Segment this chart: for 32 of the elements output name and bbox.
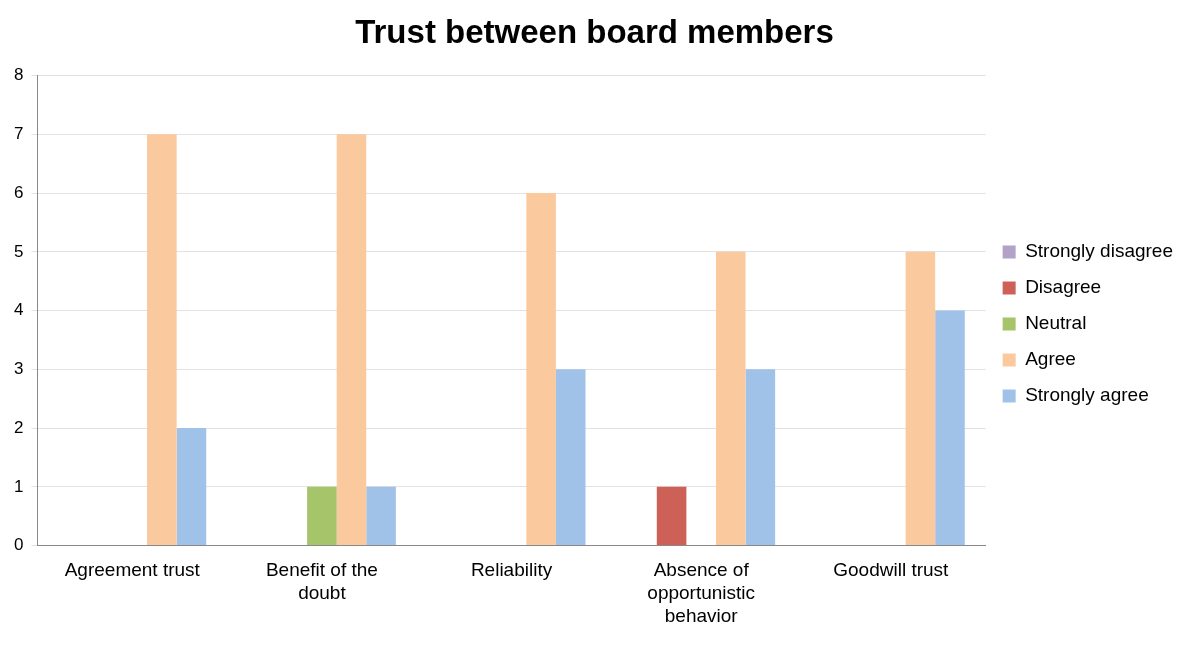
bar	[555, 369, 586, 546]
chart-title: Trust between board members	[355, 12, 834, 50]
bar	[176, 428, 207, 546]
x-tick-label: Absence of opportunistic behavior	[647, 559, 756, 626]
y-tick-label: 8	[13, 65, 24, 85]
bar	[715, 251, 746, 546]
bar	[366, 486, 396, 546]
y-tick-label: 1	[13, 476, 24, 496]
bar	[147, 134, 177, 546]
legend-label: Strongly disagree	[1025, 240, 1174, 262]
y-tick-label: 6	[13, 182, 24, 202]
bar	[526, 193, 556, 546]
x-tick-label: Goodwill trust	[833, 559, 950, 581]
bar	[656, 486, 687, 546]
x-tick-label: Agreement trust	[64, 559, 201, 581]
y-tick-label: 7	[13, 124, 24, 144]
bar	[307, 486, 337, 546]
x-tick-label: Benefit of the doubt	[265, 559, 378, 604]
bar	[935, 310, 965, 546]
y-tick-label: 0	[13, 535, 24, 555]
bar	[336, 134, 367, 546]
y-tick-label: 5	[13, 241, 24, 261]
y-tick-label: 3	[13, 359, 24, 379]
bar	[905, 251, 936, 546]
legend-label: Strongly agree	[1025, 384, 1149, 406]
y-tick-label: 2	[13, 417, 24, 437]
x-tick-label: Reliability	[470, 559, 553, 581]
legend-label: Neutral	[1025, 312, 1087, 334]
y-tick-label: 4	[13, 300, 24, 320]
legend-label: Disagree	[1025, 276, 1102, 298]
bar	[745, 369, 776, 546]
legend-label: Agree	[1025, 348, 1076, 370]
